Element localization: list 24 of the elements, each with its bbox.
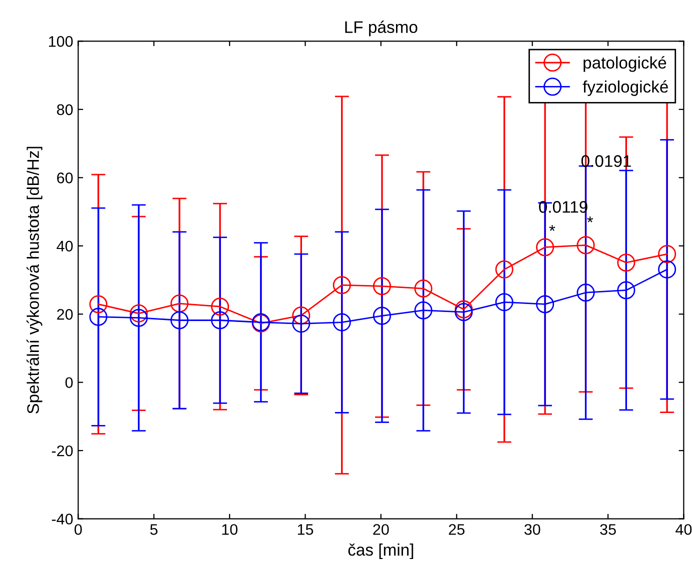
x-tick-label: 25	[448, 524, 464, 535]
y-tick-label: -40	[52, 514, 73, 524]
annotation: *	[549, 225, 556, 231]
y-tick-label: 20	[57, 308, 73, 320]
x-tick-label: 0	[74, 524, 82, 535]
x-tick-label: 10	[222, 524, 238, 535]
legend-label: fyziologické	[582, 80, 668, 96]
y-tick-label: 80	[57, 104, 73, 116]
chart-title: LF pásmo	[345, 20, 418, 36]
y-tick-label: -20	[52, 445, 73, 456]
y-tick-label: 100	[49, 36, 73, 47]
x-tick-label: 40	[676, 524, 692, 535]
y-tick-label: 0	[65, 377, 73, 388]
x-tick-label: 15	[298, 524, 314, 535]
annotation: *	[587, 216, 594, 222]
x-tick-label: 5	[150, 524, 158, 535]
legend-label: patologické	[584, 56, 666, 72]
y-tick-label: 40	[56, 240, 73, 252]
x-tick-label: 20	[373, 524, 389, 535]
x-axis-title: čas [min]	[348, 543, 414, 560]
x-tick-label: 30	[524, 524, 540, 535]
y-tick-label: 60	[57, 172, 73, 184]
y-axis-title: Spektrální výkonová hustota [dB/Hz]	[26, 146, 42, 414]
x-tick-label: 35	[600, 524, 616, 535]
